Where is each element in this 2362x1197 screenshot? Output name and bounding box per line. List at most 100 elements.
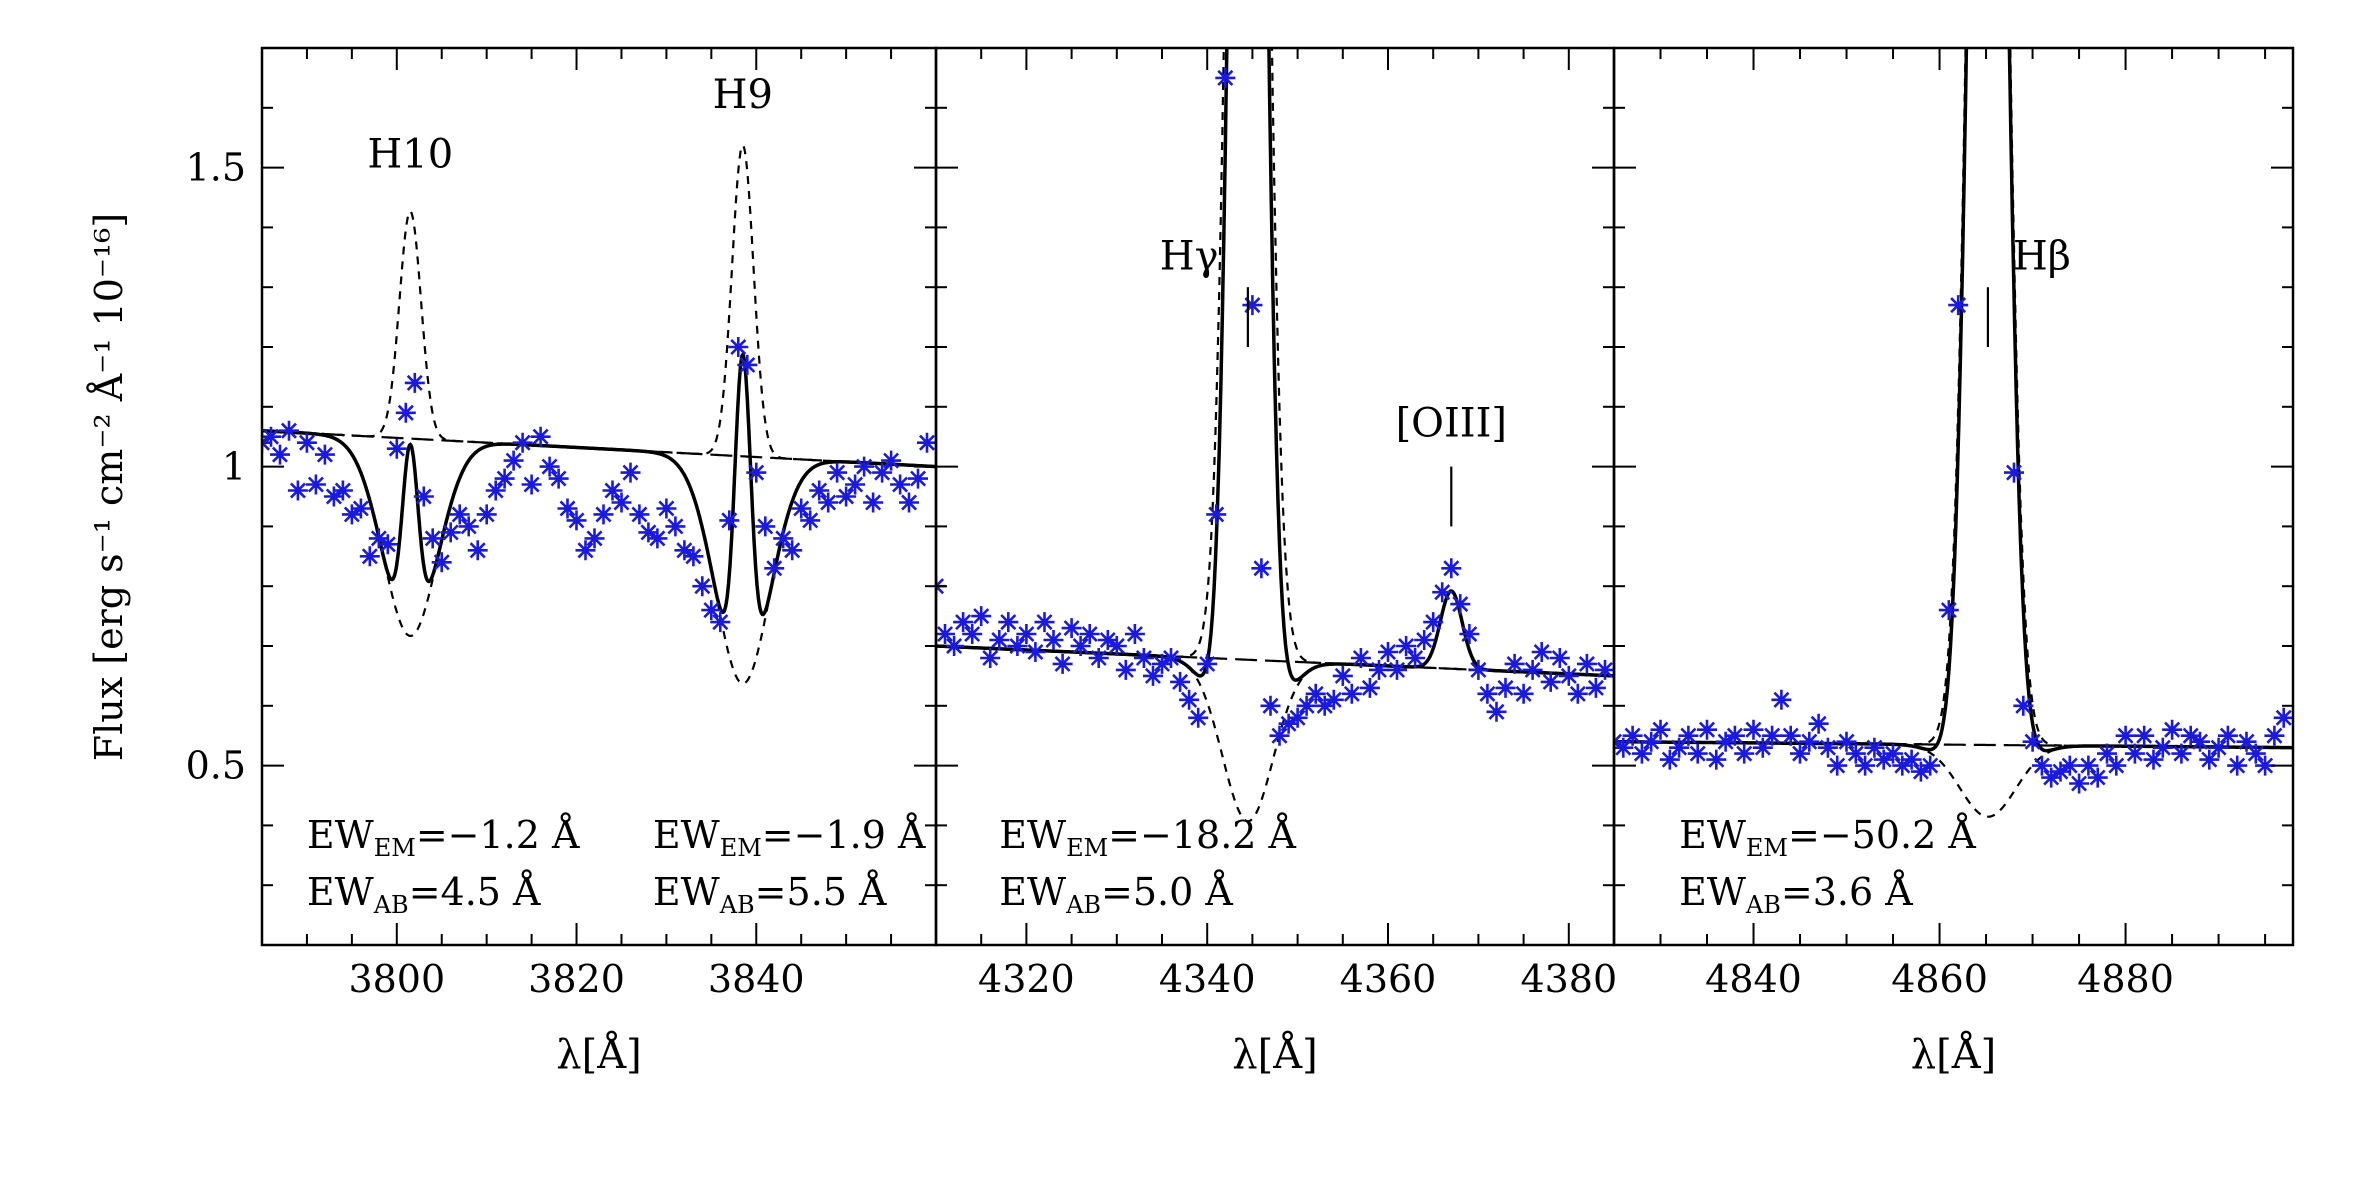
data-point bbox=[2115, 725, 2136, 746]
data-point bbox=[1585, 677, 1606, 698]
data-point bbox=[1242, 295, 1263, 316]
x-axis-label: λ[Å] bbox=[1911, 1031, 1996, 1078]
data-point bbox=[1486, 701, 1507, 722]
data-point bbox=[1423, 612, 1444, 633]
data-point bbox=[404, 372, 425, 393]
data-point bbox=[2227, 755, 2248, 776]
data-point bbox=[1845, 743, 1866, 764]
data-point bbox=[674, 540, 695, 561]
data-point bbox=[1948, 295, 1969, 316]
data-point bbox=[1079, 624, 1100, 644]
data-point bbox=[989, 630, 1010, 650]
data-points bbox=[262, 337, 936, 633]
data-point bbox=[332, 480, 353, 501]
data-point bbox=[1124, 624, 1145, 644]
data-point bbox=[936, 624, 955, 644]
data-point bbox=[1836, 731, 1857, 752]
data-point bbox=[1531, 642, 1552, 662]
data-point bbox=[2236, 731, 2257, 752]
data-point bbox=[476, 504, 497, 525]
data-point bbox=[2217, 725, 2238, 746]
data-point bbox=[1752, 737, 1773, 758]
data-point bbox=[1405, 648, 1426, 668]
data-point bbox=[1369, 659, 1389, 680]
data-point bbox=[2013, 695, 2034, 716]
data-point bbox=[485, 480, 506, 501]
data-point bbox=[863, 492, 884, 513]
data-point bbox=[566, 510, 587, 531]
data-point bbox=[710, 612, 731, 633]
x-tick-label: 3800 bbox=[348, 957, 445, 1001]
data-point bbox=[1576, 653, 1597, 674]
data-point bbox=[764, 558, 785, 579]
data-point bbox=[422, 528, 443, 549]
ew-absorption-label: EWAB=4.5 Å bbox=[307, 870, 541, 919]
data-point bbox=[809, 480, 830, 501]
data-point bbox=[1762, 725, 1783, 746]
data-point bbox=[917, 432, 936, 453]
continuum-line bbox=[936, 644, 1614, 677]
data-point bbox=[1659, 749, 1680, 770]
data-point bbox=[611, 492, 632, 513]
data-point bbox=[2273, 707, 2293, 728]
data-point bbox=[890, 474, 911, 495]
data-point bbox=[683, 546, 704, 567]
data-point bbox=[899, 492, 919, 513]
data-point bbox=[1097, 630, 1118, 650]
data-point bbox=[1495, 677, 1516, 698]
data-point bbox=[1743, 719, 1764, 740]
data-point bbox=[1341, 683, 1362, 704]
data-point bbox=[1910, 761, 1931, 782]
x-tick-label: 4380 bbox=[1520, 957, 1617, 1001]
data-point bbox=[467, 540, 488, 561]
panel-2: Hγ [OIII] EWEM=−18.2 Å EWAB=5.0 Å 4320 4340 43… bbox=[934, 46, 1617, 1078]
data-point bbox=[1152, 653, 1172, 674]
x-axis-label: λ[Å] bbox=[556, 1031, 641, 1078]
data-points bbox=[1614, 295, 2293, 794]
data-point bbox=[1179, 689, 1200, 710]
data-point bbox=[656, 498, 677, 519]
data-point bbox=[2134, 725, 2155, 746]
data-point bbox=[350, 498, 371, 519]
model-curves bbox=[1614, 48, 2293, 818]
data-point bbox=[1715, 731, 1736, 752]
data-point bbox=[800, 510, 821, 531]
data-point bbox=[1614, 737, 1634, 758]
data-point bbox=[1724, 725, 1745, 746]
data-point bbox=[620, 462, 641, 483]
data-point bbox=[1215, 67, 1236, 88]
data-point bbox=[1771, 689, 1792, 710]
data-point bbox=[602, 480, 623, 501]
data-point bbox=[1595, 659, 1614, 680]
data-point bbox=[1070, 636, 1091, 656]
data-point bbox=[575, 540, 596, 561]
total-fit bbox=[936, 48, 1614, 682]
data-point bbox=[2041, 767, 2062, 788]
data-point bbox=[845, 474, 866, 495]
ew-absorption-label: EWAB=5.0 Å bbox=[999, 870, 1233, 919]
data-point bbox=[1206, 504, 1227, 525]
data-point bbox=[2190, 731, 2210, 752]
data-point bbox=[728, 337, 749, 357]
data-point bbox=[593, 504, 614, 525]
data-point bbox=[827, 462, 848, 483]
absorption-component bbox=[1614, 740, 2293, 818]
data-point bbox=[881, 450, 902, 471]
line-label: [OIII] bbox=[1396, 401, 1507, 447]
panel-1: H10 H9 EWEM=−1.2 Å EWAB=4.5 Å EWEM=−1.9 Å EWA… bbox=[186, 46, 938, 1078]
data-point bbox=[1883, 743, 1903, 764]
data-point bbox=[1669, 737, 1690, 758]
data-point bbox=[557, 498, 578, 519]
data-point bbox=[1450, 594, 1471, 615]
data-point bbox=[1378, 642, 1398, 662]
data-point bbox=[854, 456, 875, 477]
data-point bbox=[2022, 731, 2043, 752]
data-point bbox=[1025, 642, 1046, 662]
ew-absorption-label: EWAB=3.6 Å bbox=[1679, 870, 1913, 919]
data-point bbox=[836, 486, 857, 507]
ew-absorption-label: EWAB=5.5 Å bbox=[653, 870, 887, 919]
data-point bbox=[1817, 737, 1838, 758]
data-point bbox=[980, 648, 1001, 668]
data-point bbox=[359, 546, 380, 567]
x-tick-label: 4840 bbox=[1705, 957, 1802, 1001]
